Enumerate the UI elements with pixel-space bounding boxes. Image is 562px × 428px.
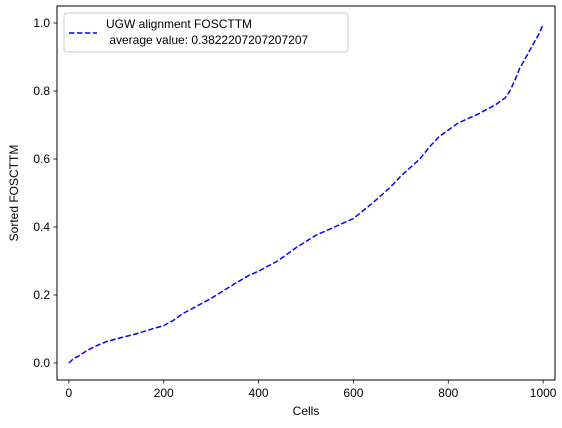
x-tick-label: 600 (343, 386, 363, 400)
y-tick-label: 0.8 (33, 84, 50, 98)
x-tick-label: 1000 (530, 386, 557, 400)
y-tick-label: 0.2 (33, 288, 50, 302)
legend: UGW alignment FOSCTTM average value: 0.3… (63, 12, 349, 53)
ticks-layer: 0 200 400 600 800 1000 0.0 0.2 0.4 0.6 0.8 1.0 (33, 16, 557, 400)
series-line-0 (68, 24, 544, 364)
x-tick-label: 0 (66, 386, 73, 400)
legend-box (63, 12, 349, 53)
y-tick-label: 1.0 (33, 16, 50, 30)
y-tick-label: 0.4 (33, 220, 50, 234)
x-tick-label: 400 (249, 386, 269, 400)
y-tick-label: 0.6 (33, 152, 50, 166)
legend-label-line-2: average value: 0.3822207207207207 (106, 33, 309, 47)
y-tick-label: 0.0 (33, 356, 50, 370)
legend-label-line-1: UGW alignment FOSCTTM (106, 17, 252, 31)
x-tick-label: 200 (154, 386, 174, 400)
axes-frame (56, 5, 556, 381)
x-axis-label: Cells (293, 404, 320, 418)
x-tick-label: 800 (438, 386, 458, 400)
plot-layer (68, 24, 544, 364)
y-axis-label: Sorted FOSCTTM (7, 145, 21, 242)
